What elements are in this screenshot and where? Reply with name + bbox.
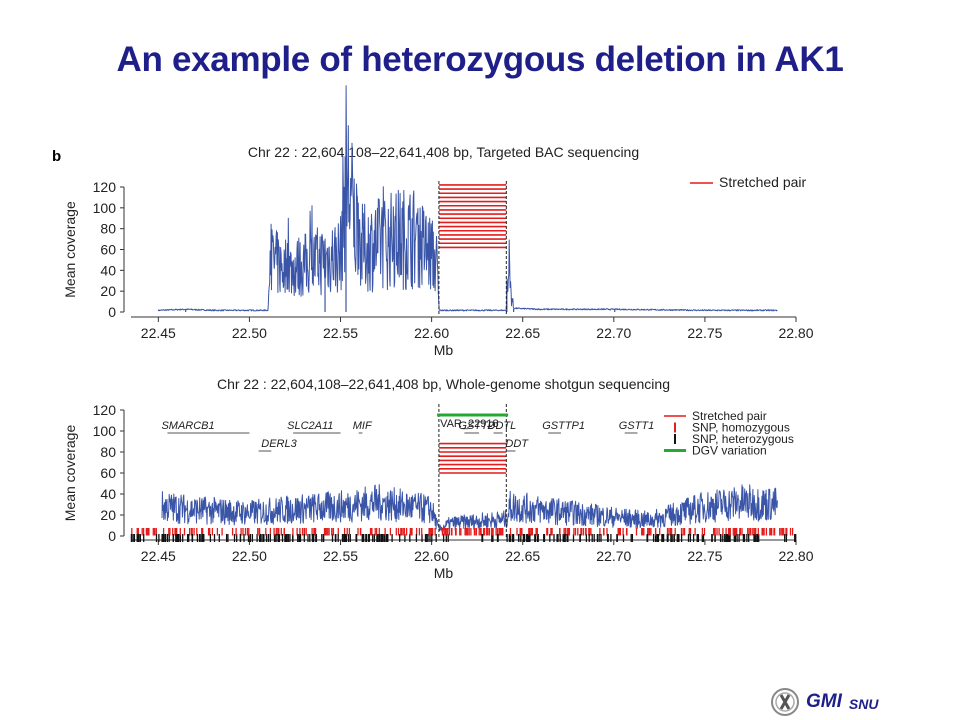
legend-label: Stretched pair (719, 174, 806, 190)
figure: b Chr 22 : 22,604,108–22,641,408 bp, Tar… (52, 85, 814, 581)
x-tick-label: 22.70 (596, 325, 631, 341)
chart-title: Chr 22 : 22,604,108–22,641,408 bp, Targe… (248, 144, 639, 160)
x-axis-label: Mb (434, 565, 454, 581)
x-tick-label: 22.65 (505, 325, 540, 341)
chart-wgs: Chr 22 : 22,604,108–22,641,408 bp, Whole… (62, 376, 814, 581)
x-tick-label: 22.70 (596, 548, 631, 564)
y-tick-label: 60 (100, 242, 116, 258)
x-tick-label: 22.80 (778, 325, 813, 341)
x-tick-label: 22.60 (414, 325, 449, 341)
gene-label: SLC2A11 (287, 420, 333, 432)
x-tick-label: 22.80 (778, 548, 813, 564)
y-tick-label: 0 (108, 304, 116, 320)
y-tick-label: 80 (100, 444, 116, 460)
panel-label: b (52, 148, 61, 165)
y-tick-label: 40 (100, 262, 116, 278)
y-tick-label: 100 (93, 423, 117, 439)
x-tick-label: 22.45 (141, 325, 176, 341)
legend-label: DGV variation (692, 444, 767, 458)
gene-label: GSTT2 (458, 420, 493, 432)
gmi-logo: GMI SNU (770, 686, 878, 718)
y-tick-label: 20 (100, 507, 116, 523)
x-tick-label: 22.75 (687, 325, 722, 341)
gene-label: DERL3 (261, 438, 297, 450)
y-axis-label: Mean coverage (62, 201, 78, 298)
chart-title: Chr 22 : 22,604,108–22,641,408 bp, Whole… (217, 376, 670, 392)
dgv-label: VAR_22918 (440, 418, 499, 430)
gene-label: DDTL (488, 420, 517, 432)
y-tick-label: 100 (93, 200, 117, 216)
y-tick-label: 60 (100, 465, 116, 481)
x-tick-label: 22.65 (505, 548, 540, 564)
gene-label: MIF (353, 420, 373, 432)
gene-label: GSTT1 (619, 420, 654, 432)
chart-bac: Chr 22 : 22,604,108–22,641,408 bp, Targe… (62, 85, 814, 358)
legend-label: SNP, heterozygous (692, 432, 794, 446)
x-tick-label: 22.45 (141, 548, 176, 564)
y-tick-label: 80 (100, 221, 116, 237)
y-axis-label: Mean coverage (62, 425, 78, 522)
gene-label: SMARCB1 (161, 420, 214, 432)
y-tick-label: 120 (93, 179, 117, 195)
x-tick-label: 22.60 (414, 548, 449, 564)
x-tick-label: 22.55 (323, 325, 358, 341)
coverage-line (157, 85, 778, 312)
x-tick-label: 22.55 (323, 548, 358, 564)
y-tick-label: 20 (100, 283, 116, 299)
legend-label: Stretched pair (692, 409, 767, 423)
gene-label: DDT (505, 438, 529, 450)
logo-text: GMI (806, 691, 842, 712)
x-axis-label: Mb (434, 342, 454, 358)
logo-subtext: SNU (848, 695, 879, 712)
x-tick-label: 22.50 (232, 548, 267, 564)
gene-label: GSTTP1 (542, 420, 585, 432)
y-tick-label: 40 (100, 486, 116, 502)
coverage-line (161, 484, 778, 533)
x-tick-label: 22.50 (232, 325, 267, 341)
chromosome-logo-icon (771, 688, 799, 716)
slide-title: An example of heterozygous deletion in A… (116, 40, 844, 79)
legend-label: SNP, homozygous (692, 421, 790, 435)
y-tick-label: 120 (93, 402, 117, 418)
x-tick-label: 22.75 (687, 548, 722, 564)
y-tick-label: 0 (108, 528, 116, 544)
